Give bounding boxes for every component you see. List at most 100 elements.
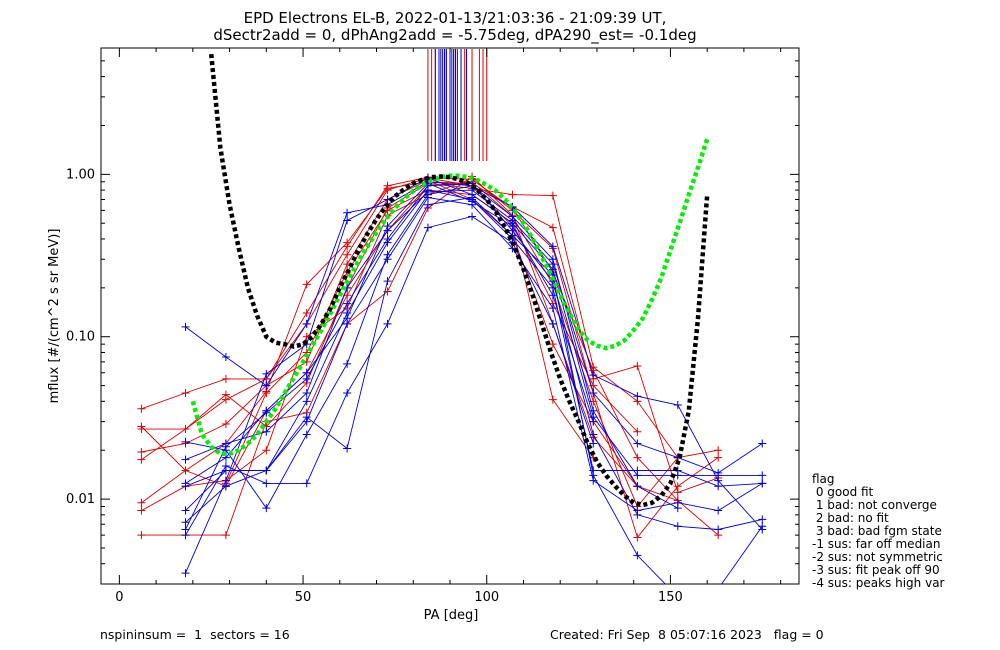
data-point [181, 569, 190, 578]
data-point [137, 506, 146, 515]
blue-sector-series [181, 179, 767, 534]
x-tick-label: 0 [115, 590, 123, 605]
legend-item: -2 sus: not symmetric [812, 550, 943, 564]
red-sector-series [137, 173, 598, 464]
data-point [137, 448, 146, 457]
data-point [343, 208, 352, 217]
chart-title-line-1: EPD Electrons EL-B, 2022-01-13/21:03:36 … [244, 9, 667, 27]
black-fit-curve [208, 53, 710, 508]
data-point [262, 427, 271, 436]
data-point [343, 250, 352, 259]
y-tick-label: 1.00 [66, 167, 95, 182]
data-point [262, 381, 271, 390]
data-point [548, 291, 557, 300]
data-point [423, 223, 432, 232]
data-point [302, 368, 311, 377]
data-point [548, 223, 557, 232]
data-point [589, 371, 598, 380]
data-point [302, 319, 311, 328]
legend-item: 2 bad: no fit [812, 511, 889, 525]
data-point [221, 531, 230, 540]
data-point [758, 515, 767, 524]
data-point [383, 277, 392, 286]
data-point [181, 389, 190, 398]
green-fit-curve [190, 138, 710, 457]
data-point [181, 479, 190, 488]
data-point [589, 471, 598, 480]
legend-item: -4 sus: peaks high var [812, 576, 945, 590]
legend-item: -1 sus: far off median [812, 537, 941, 551]
data-point [383, 319, 392, 328]
data-point [302, 479, 311, 488]
legend-item: 0 good fit [812, 485, 874, 499]
data-point [262, 466, 271, 475]
blue-sector-series [181, 181, 682, 513]
x-tick-label: 100 [474, 590, 499, 605]
data-point [714, 585, 722, 593]
data-point [758, 522, 767, 531]
series-line [141, 181, 679, 508]
data-point [221, 439, 230, 448]
data-point [633, 427, 642, 436]
data-point [302, 308, 311, 317]
data-point [673, 482, 682, 491]
data-point [714, 482, 723, 491]
data-point [262, 406, 271, 415]
data-point [343, 359, 352, 368]
red-sector-series [137, 176, 642, 491]
data-point [633, 551, 642, 560]
data-point [137, 531, 146, 540]
data-point [548, 395, 557, 404]
x-tick-label: 150 [658, 590, 683, 605]
series-line [141, 182, 719, 459]
data-point [383, 238, 392, 247]
data-point [508, 212, 517, 221]
blue-sector-series [181, 177, 767, 534]
data-point [714, 506, 723, 515]
data-point [181, 322, 190, 331]
data-point [633, 362, 642, 371]
blue-sector-series [181, 179, 598, 488]
data-point [181, 518, 190, 527]
data-point [714, 525, 723, 534]
data-point [181, 425, 190, 434]
data-point [302, 280, 311, 289]
data-point [383, 186, 392, 195]
red-sector-series [221, 186, 642, 488]
data-point [383, 222, 392, 231]
data-point [758, 439, 767, 448]
data-point [181, 531, 190, 540]
data-point [221, 420, 230, 429]
blue-sector-series [181, 193, 666, 584]
blue-sector-series [714, 522, 767, 593]
data-point [383, 250, 392, 259]
data-point [137, 498, 146, 507]
data-point [221, 395, 230, 404]
data-point [468, 197, 477, 206]
data-point [262, 446, 271, 455]
y-tick-label: 0.01 [66, 492, 95, 507]
legend-item: 3 bad: bad fgm state [812, 524, 942, 538]
series-line [141, 181, 719, 504]
data-point [673, 400, 682, 409]
data-point [423, 200, 432, 209]
legend-header: flag [812, 472, 835, 486]
data-point [633, 506, 642, 515]
data-point [548, 255, 557, 264]
data-point [548, 304, 557, 313]
data-point [423, 190, 432, 199]
data-point [262, 389, 271, 398]
data-point [137, 455, 146, 464]
data-point [758, 471, 767, 480]
data-point [262, 369, 271, 378]
data-point [343, 238, 352, 247]
data-point [633, 439, 642, 448]
data-point [343, 444, 352, 453]
data-point [343, 216, 352, 225]
data-point [343, 299, 352, 308]
data-point [221, 353, 230, 362]
data-point [302, 430, 311, 439]
red-sector-series [137, 179, 723, 462]
data-point [633, 482, 642, 491]
